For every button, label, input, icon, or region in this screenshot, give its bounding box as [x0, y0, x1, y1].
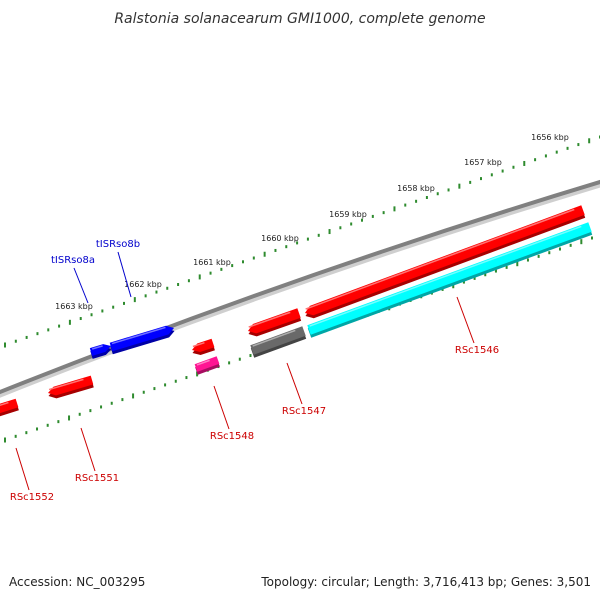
RSc1546-leader-line — [456, 296, 475, 344]
kbp-label: 1659 kbp — [329, 210, 367, 219]
RSc1548-feature[interactable] — [192, 338, 215, 356]
outer-tick-ring — [4, 135, 600, 348]
feature-label-group: RSc1546 RSc1547 RSc1548 RSc1551 RSc1552 tISRs… — [10, 239, 499, 503]
kbp-label: 1662 kbp — [124, 280, 162, 289]
kbp-label: 1661 kbp — [193, 258, 231, 267]
RSc1546-label[interactable]: RSc1546 — [455, 345, 499, 356]
RSc1547-label[interactable]: RSc1547 — [282, 406, 326, 417]
tISRso8b-label[interactable]: tISRso8b — [96, 239, 140, 250]
RSc1551-feature[interactable] — [48, 375, 94, 399]
RSc1547-leader-line — [286, 362, 303, 405]
tISRso8a-feature[interactable] — [89, 344, 112, 359]
backbone-shadow — [0, 182, 600, 398]
genome-stats-text: Topology: circular; Length: 3,716,413 bp… — [261, 575, 591, 589]
tISRso8a-leader-line — [73, 267, 89, 304]
RSc1552-feature[interactable] — [0, 398, 19, 418]
genome-backbone — [0, 179, 600, 395]
kbp-label: 1663 kbp — [55, 302, 93, 311]
kbp-label-group: 1656 kbp 1657 kbp 1658 kbp 1659 kbp 1660 kbp… — [55, 133, 569, 311]
kbp-label: 1657 kbp — [464, 158, 502, 167]
RSc1548-label[interactable]: RSc1548 — [210, 431, 254, 442]
kbp-label: 1660 kbp — [261, 234, 299, 243]
kbp-label: 1658 kbp — [397, 184, 435, 193]
kbp-label: 1656 kbp — [531, 133, 569, 142]
RSc1547-feature[interactable] — [248, 308, 302, 337]
RSc1551-leader-line — [80, 427, 96, 472]
RSc1546-feature[interactable] — [305, 205, 586, 319]
tISRso8a-label[interactable]: tISRso8a — [51, 255, 95, 266]
RSc1548-leader-line — [213, 385, 230, 430]
RSc1552-leader-line — [15, 447, 30, 491]
RSc1551-label[interactable]: RSc1551 — [75, 473, 119, 484]
tISRso8b-feature[interactable] — [109, 325, 175, 355]
map-title: Ralstonia solanacearum GMI1000, complete… — [114, 11, 485, 27]
RSc1546-misc-feature[interactable] — [307, 222, 593, 338]
RSc1552-label[interactable]: RSc1552 — [10, 492, 54, 503]
RSc1548-misc-feature[interactable] — [194, 356, 220, 375]
accession-text: Accession: NC_003295 — [9, 575, 146, 589]
tISRso8b-leader-line — [117, 251, 132, 298]
feature-track — [0, 205, 593, 418]
RSc1547-misc-feature[interactable] — [250, 326, 307, 358]
